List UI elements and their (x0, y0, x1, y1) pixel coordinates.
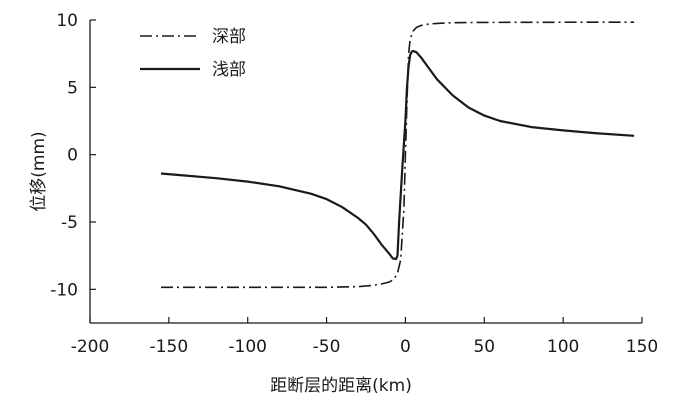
y-tick-label: -5 (61, 213, 78, 233)
x-tick-label: 0 (400, 337, 411, 357)
x-tick-label: 50 (473, 337, 495, 357)
series-layer (160, 21, 635, 289)
x-tick-label: 150 (626, 337, 658, 357)
y-tick-label: 10 (56, 11, 78, 31)
x-tick-label: 100 (547, 337, 579, 357)
y-tick-label: 0 (67, 146, 78, 166)
y-tick-label: -10 (50, 280, 78, 300)
x-tick-label: -200 (71, 337, 110, 357)
legend-label-2: 浅部 (212, 60, 246, 80)
y-tick-label: 5 (67, 78, 78, 98)
series-line-1 (161, 21, 635, 289)
series-line-2 (160, 49, 635, 261)
legend-label-1: 深部 (212, 27, 246, 47)
x-tick-label: -100 (228, 337, 267, 357)
x-tick-label: -150 (150, 337, 189, 357)
axes (89, 20, 642, 324)
x-tick-label: -50 (313, 337, 341, 357)
x-axis-title: 距断层的距离(km) (270, 376, 412, 396)
y-axis-title: 位移(mm) (29, 131, 49, 211)
